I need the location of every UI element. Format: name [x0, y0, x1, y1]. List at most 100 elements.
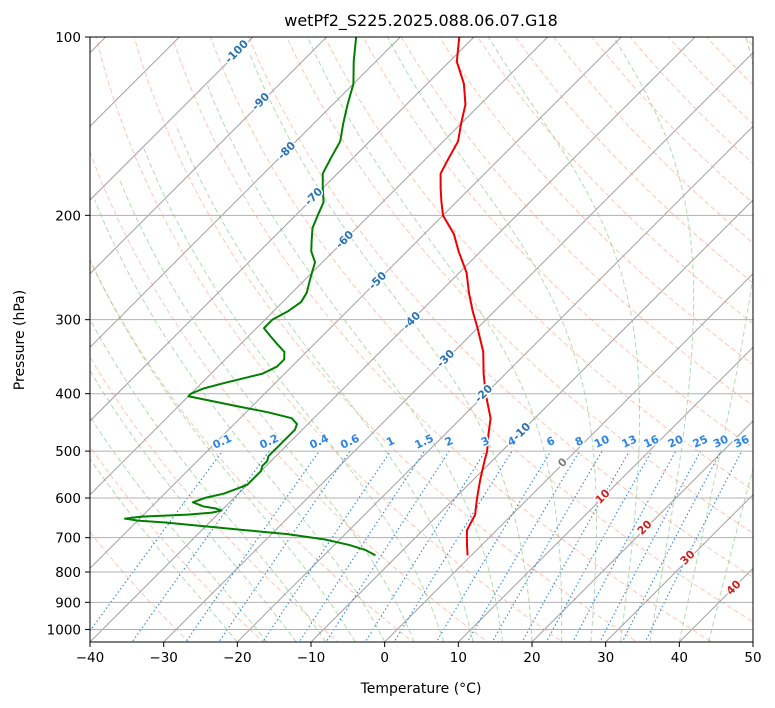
moist-adiabat: [206, 84, 504, 642]
moist-adiabat: [90, 457, 238, 642]
isotherm-line: [310, 199, 753, 642]
isotherm-line: [604, 493, 753, 642]
mixing-ratio-line: [262, 450, 392, 642]
dry-adiabat: [515, 37, 753, 284]
dry-adiabat: [171, 37, 713, 642]
isotherm-line: [90, 37, 475, 422]
mixing-ratio-line: [644, 450, 743, 642]
x-tick-label: 0: [380, 650, 389, 666]
svg-text:13: 13: [620, 433, 639, 451]
y-tick-label: 800: [55, 565, 81, 581]
moist-adiabat: [307, 37, 563, 642]
x-axis-label: Temperature (°C): [360, 681, 482, 697]
temperature-line: [439, 37, 492, 556]
dry-adiabat: [248, 37, 753, 578]
mixing-ratio-line: [185, 450, 320, 642]
moist-adiabat: [90, 369, 297, 642]
x-tick-label: −30: [149, 650, 178, 666]
svg-text:30: 30: [711, 432, 731, 450]
x-axis: −40 −30 −20 −10 0 10 20 30 40 50: [76, 642, 762, 666]
dry-adiabat: [90, 150, 489, 642]
isotherm-line: [90, 37, 254, 201]
y-tick-label: 900: [55, 595, 81, 611]
y-tick-label: 700: [55, 531, 81, 547]
isotherm-line: [531, 420, 753, 642]
mixing-ratio-line: [325, 450, 450, 642]
svg-text:25: 25: [691, 433, 710, 451]
mixing-ratio-line: [545, 450, 653, 642]
dry-adiabat: [362, 37, 753, 449]
x-tick-label: 20: [523, 650, 540, 666]
dry-adiabat: [90, 356, 339, 642]
isotherm-line: [90, 37, 402, 349]
dry-adiabat: [209, 37, 753, 623]
moist-adiabat: [94, 199, 386, 642]
y-tick-label: 500: [55, 444, 81, 460]
y-tick-label: 100: [55, 30, 81, 46]
svg-text:16: 16: [642, 432, 662, 450]
mixing-ratio-line: [298, 450, 425, 642]
moist-adiabat: [249, 53, 533, 642]
moist-adiabat: [613, 37, 695, 642]
svg-text:10: 10: [592, 432, 612, 450]
background-lines: [90, 37, 753, 642]
isotherm-line: [90, 37, 181, 128]
dry-adiabat: [90, 259, 414, 642]
svg-text:20: 20: [666, 432, 686, 450]
y-tick-label: 300: [55, 313, 81, 329]
isotherm-line: [457, 346, 753, 642]
x-tick-label: 10: [450, 650, 467, 666]
y-axis: 100 200 300 400 500 600 700 800 900 1000: [47, 30, 90, 638]
dry-adiabat: [133, 37, 638, 642]
mixing-ratio-line: [491, 450, 603, 642]
x-tick-label: −10: [297, 650, 326, 666]
isotherm-line: [162, 51, 753, 642]
isotherm-line: [90, 37, 696, 642]
isotherm-line: [90, 37, 328, 275]
dry-adiabat: [286, 37, 753, 534]
dry-adiabat: [553, 37, 753, 244]
y-tick-label: 600: [55, 491, 81, 507]
dry-adiabat: [95, 37, 564, 642]
mixing-ratio-line: [131, 450, 270, 642]
moist-adiabat: [387, 37, 597, 642]
y-tick-label: 1000: [47, 622, 81, 638]
isotherm-line: [383, 272, 753, 642]
moist-adiabat: [678, 37, 753, 642]
mixing-ratio-line: [466, 450, 580, 642]
moist-adiabat: [90, 415, 268, 642]
x-tick-label: −40: [76, 650, 105, 666]
x-tick-label: 50: [744, 650, 761, 666]
dry-adiabat: [438, 37, 753, 366]
chart-title: wetPf2_S225.2025.088.06.07.G18: [284, 11, 558, 31]
mixing-ratio-line: [218, 450, 351, 642]
svg-text:36: 36: [732, 432, 752, 450]
mixing-ratio-line: [435, 450, 552, 642]
dry-adiabat: [400, 37, 753, 407]
moist-adiabat: [119, 180, 415, 642]
y-tick-label: 400: [55, 387, 81, 403]
x-tick-label: 30: [597, 650, 614, 666]
dry-adiabat: [591, 37, 753, 204]
series-layer: [123, 37, 492, 557]
isotherm-line: [90, 37, 549, 496]
dewpoint-line: [123, 37, 376, 557]
isotherm-line: [236, 125, 753, 642]
x-tick-label: −20: [223, 650, 252, 666]
y-axis-label: Pressure (hPa): [12, 290, 28, 390]
isotherm-line: [90, 37, 623, 570]
moist-adiabat: [90, 258, 356, 642]
dry-adiabat: [476, 37, 753, 325]
moist-adiabat: [708, 466, 753, 642]
moist-adiabat: [90, 318, 327, 642]
moist-adiabat: [487, 37, 641, 642]
y-tick-label: 200: [55, 208, 81, 224]
plot-frame: [89, 36, 754, 643]
dry-adiabat: [324, 37, 753, 491]
x-tick-label: 40: [671, 650, 688, 666]
